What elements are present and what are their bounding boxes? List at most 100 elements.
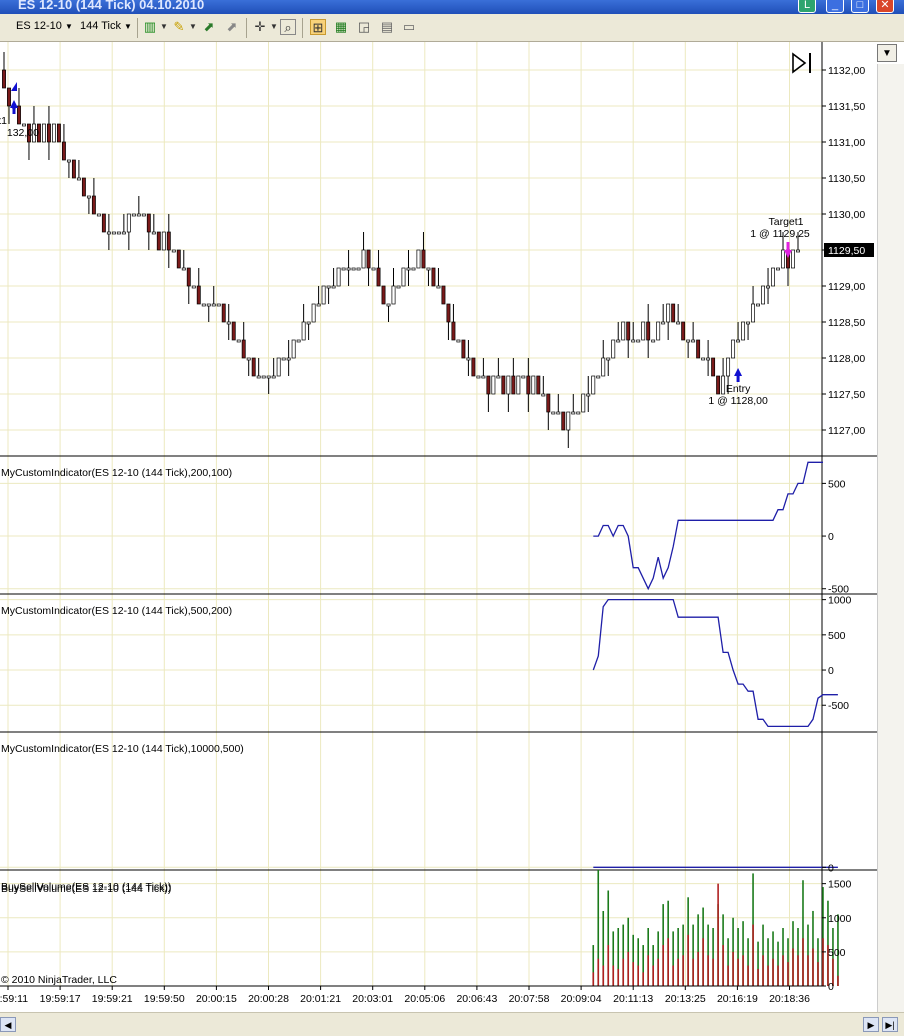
price-bar-body [96, 213, 101, 217]
price-bar-body [561, 411, 566, 431]
scroll-end-button[interactable]: ▶| [882, 1017, 898, 1032]
instrument-selector[interactable]: ES 12-10 ▼ [16, 20, 73, 32]
price-bars [2, 52, 800, 448]
price-bar-body [251, 357, 256, 377]
price-bar-body [446, 303, 451, 323]
price-bar-body [221, 303, 226, 323]
price-bar-body [641, 321, 646, 341]
horizontal-scrollbar[interactable]: ◀ ▶ ▶| [0, 1012, 904, 1036]
x-tick-label: 20:00:28 [248, 993, 289, 1005]
price-bar-body [541, 393, 546, 397]
price-bar-body [526, 375, 531, 395]
price-bar-body [531, 375, 536, 395]
price-bar-body [71, 159, 76, 179]
crosshair-icon[interactable]: ✛ [254, 19, 266, 34]
price-bar-body [366, 249, 371, 269]
price-bar-body [2, 69, 6, 89]
price-bar-body [191, 285, 196, 289]
price-bar-body [106, 231, 111, 235]
strategy-icon[interactable]: ⬈ [226, 19, 238, 34]
price-bar-body [551, 411, 556, 415]
chevron-down-icon[interactable]: ▼ [270, 22, 278, 31]
exit-arrow-icon [784, 250, 793, 258]
price-bar-body [201, 303, 206, 307]
panel-title: MyCustomIndicator(ES 12-10 (144 Tick),50… [1, 605, 232, 617]
price-bar-body [676, 321, 681, 325]
scroll-right-button[interactable]: ▶ [863, 1017, 879, 1032]
price-bar-body [196, 285, 201, 305]
zoom-icon[interactable]: ⌕ [280, 19, 296, 35]
price-bar-body [51, 123, 56, 143]
toolbar-divider [246, 18, 247, 38]
price-bar-body [571, 411, 576, 415]
price-bar-body [61, 141, 66, 161]
price-bar-body [636, 339, 641, 343]
price-bar-body [441, 285, 446, 305]
y-tick-label: 1131,50 [828, 101, 865, 113]
x-tick-label: 19:59:17 [40, 993, 81, 1005]
scroll-left-button[interactable]: ◀ [0, 1017, 16, 1032]
price-bar-body [161, 231, 166, 251]
close-button[interactable]: ✕ [876, 0, 894, 13]
order-icon[interactable]: ⬈ [203, 19, 215, 34]
indicator-series-line [592, 598, 838, 728]
panel-title: BuySellVolume(ES 12-10 (144 Tick)) [1, 881, 171, 893]
price-bar-body [331, 285, 336, 289]
price-bar-body [386, 303, 391, 307]
chevron-down-icon[interactable]: ▼ [160, 22, 168, 31]
badge-button[interactable]: L [798, 0, 816, 13]
x-tick-label: 20:07:58 [509, 993, 550, 1005]
chevron-down-icon[interactable]: ▼ [189, 22, 197, 31]
price-bar-body [411, 267, 416, 271]
price-bar-body [41, 123, 46, 143]
price-bar-body [476, 375, 481, 379]
price-bar-body [396, 285, 401, 289]
data-box-icon[interactable]: ⊞ [310, 19, 326, 35]
entry-arrow-shaft [12, 107, 16, 114]
misc-icon[interactable]: ▭ [402, 19, 416, 34]
price-bar-body [461, 339, 466, 359]
panel-title: MyCustomIndicator(ES 12-10 (144 Tick),20… [1, 467, 232, 479]
window-titlebar: ES 12-10 (144 Tick) 04.10.2010 L _ □ ✕ [0, 0, 904, 14]
maximize-button[interactable]: □ [851, 0, 869, 13]
chart-style-icon[interactable]: ▥ [143, 19, 157, 34]
price-bar-body [156, 231, 161, 251]
strategies-icon[interactable]: ◲ [357, 19, 371, 34]
y-axes: 1132,00 1131,50 1131,00 1130,50 1130,00 1129,… [822, 65, 874, 993]
price-bar-body [791, 249, 795, 269]
minimize-button[interactable]: _ [826, 0, 844, 13]
price-bar-body [126, 213, 131, 233]
price-bar-body [131, 213, 136, 217]
y-tick-label: 1127,00 [828, 425, 865, 437]
price-bar-body [56, 123, 61, 143]
pencil-icon[interactable]: ✎ [173, 19, 185, 34]
entry-arrow-icon [9, 100, 18, 108]
price-bar-body [631, 339, 636, 343]
chevron-down-icon: ▼ [124, 22, 132, 31]
properties-icon[interactable]: ▤ [380, 19, 394, 34]
skip-to-end-icon[interactable] [792, 52, 811, 74]
price-bar-body [296, 339, 301, 343]
price-bar-body [341, 267, 346, 271]
price-bar-body [456, 339, 461, 343]
price-bar-body [796, 249, 800, 253]
chart-toolbar: ES 12-10 ▼ 144 Tick ▼ ▥ ▼ ✎ ▼ ⬈ ⬈ ✛ ▼ ⌕ … [0, 14, 904, 42]
price-bar-body [781, 249, 785, 269]
price-bar-body [141, 213, 146, 217]
indicators-icon[interactable]: ▦ [334, 19, 348, 34]
price-bar-body [431, 267, 436, 287]
price-bar-body [306, 321, 311, 325]
price-bar-body [27, 123, 31, 143]
chevron-down-icon[interactable]: ▼ [877, 44, 897, 62]
y-tick-label: 0 [828, 531, 834, 543]
entry-arrow-icon [734, 368, 743, 376]
price-bar-body [181, 267, 186, 271]
price-bar-body [17, 105, 21, 125]
panel-titles: MyCustomIndicator(ES 12-10 (144 Tick),20… [1, 467, 244, 895]
price-bar-body [256, 375, 261, 379]
interval-selector[interactable]: 144 Tick ▼ [80, 20, 132, 32]
y-tick-label: 1128,50 [828, 317, 865, 329]
entry-price-label: 1 @ 1128,00 [708, 395, 768, 407]
